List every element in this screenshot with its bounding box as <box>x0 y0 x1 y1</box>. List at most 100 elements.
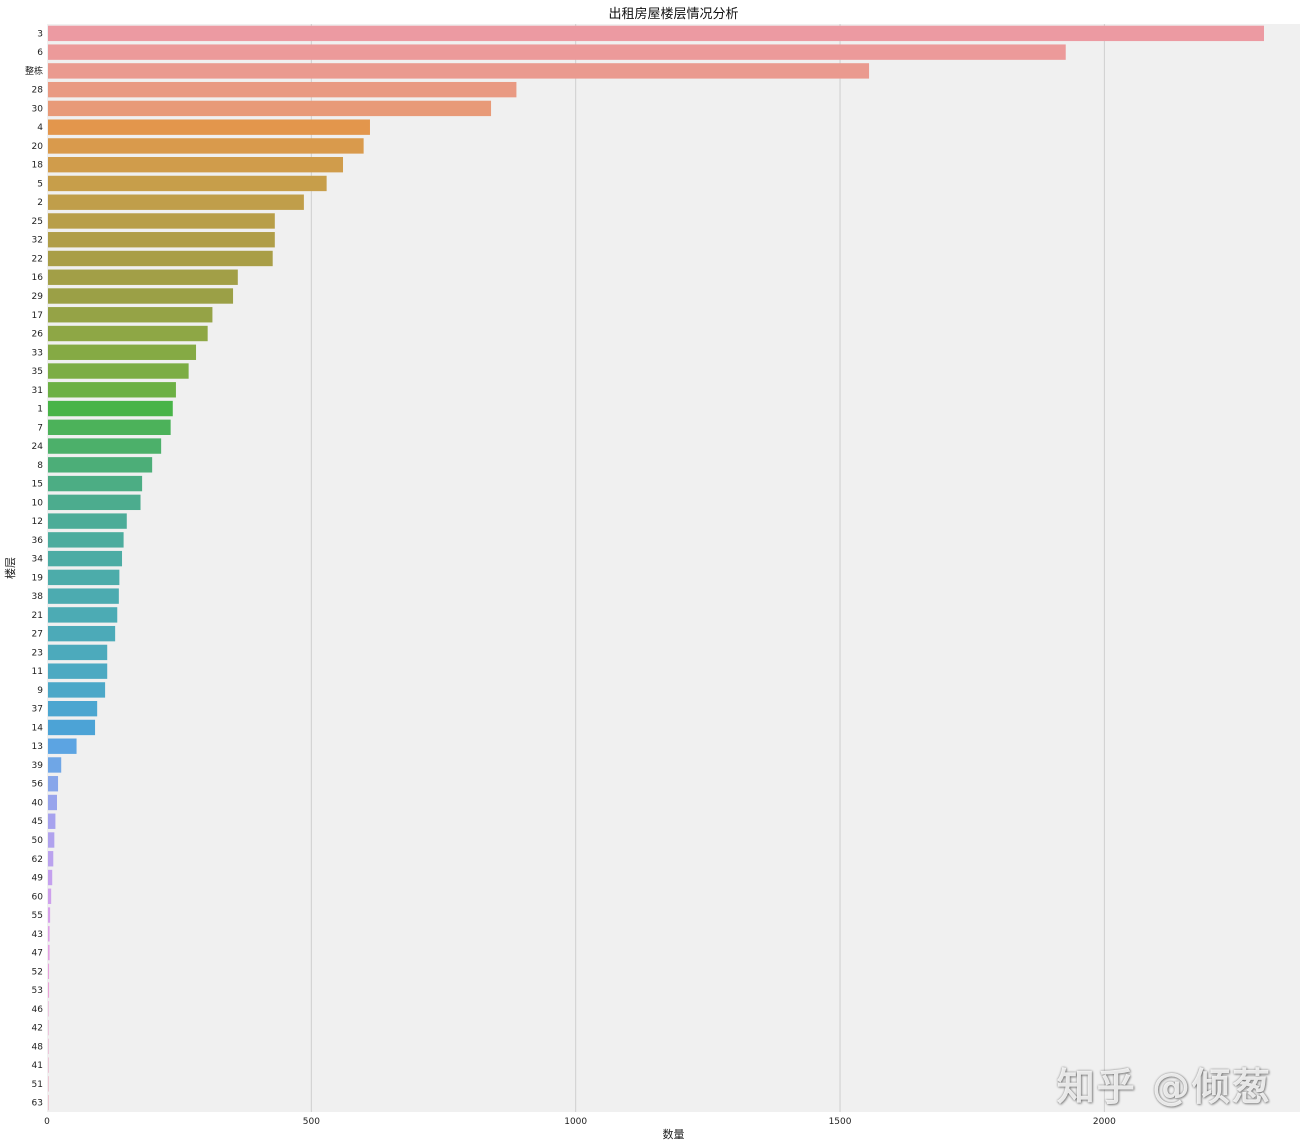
bar-5 <box>48 175 327 192</box>
x-tick-labels: 0 500 1000 1500 2000 <box>44 1117 1116 1127</box>
y-tick-label: 51 <box>32 1080 43 1090</box>
y-tick-label: 53 <box>32 986 43 996</box>
bar-63 <box>48 1094 49 1111</box>
bar-23 <box>48 644 108 661</box>
y-tick-label: 23 <box>32 648 43 658</box>
x-tick-label: 1000 <box>564 1117 587 1127</box>
y-tick-label: 40 <box>32 798 44 808</box>
y-axis-label: 楼层 <box>3 557 17 579</box>
y-tick-label: 52 <box>32 967 43 977</box>
x-tick-label: 1500 <box>829 1117 852 1127</box>
bar-47 <box>48 944 50 961</box>
y-tick-label: 17 <box>32 311 43 321</box>
y-tick-label: 27 <box>32 630 43 640</box>
bar-53 <box>48 982 50 998</box>
bar-32 <box>48 232 275 248</box>
y-tick-label: 47 <box>32 949 43 959</box>
y-tick-label: 34 <box>32 555 44 565</box>
y-tick-label: 28 <box>32 86 44 96</box>
y-tick-label: 4 <box>37 123 43 133</box>
bar-62 <box>48 851 54 867</box>
y-tick-label: 49 <box>32 874 44 884</box>
y-tick-label: 29 <box>32 292 44 302</box>
bar-9 <box>48 682 106 698</box>
bar-20 <box>48 138 364 154</box>
x-tick-label: 2000 <box>1093 1117 1116 1127</box>
bar-52 <box>48 963 50 980</box>
y-tick-label: 50 <box>32 836 44 846</box>
y-tick-label: 46 <box>32 1005 44 1015</box>
y-tick-label: 30 <box>32 104 44 114</box>
bar-24 <box>48 438 162 454</box>
y-tick-label: 3 <box>37 29 43 39</box>
bar-15 <box>48 475 143 492</box>
bar-17 <box>48 307 213 323</box>
y-tick-label: 19 <box>32 573 44 583</box>
bar-3 <box>48 25 1264 42</box>
y-tick-label: 14 <box>32 723 44 733</box>
bar-13 <box>48 738 77 754</box>
y-tick-label: 55 <box>32 911 43 921</box>
y-tick-label: 43 <box>32 930 43 940</box>
y-tick-label: 60 <box>32 892 44 902</box>
grid-lines <box>310 24 1105 1112</box>
bar-49 <box>48 869 53 886</box>
bar-30 <box>48 100 492 117</box>
bar-37 <box>48 700 98 717</box>
y-tick-label: 31 <box>32 386 43 396</box>
y-tick-label: 18 <box>32 161 44 171</box>
bar-41 <box>48 1057 49 1073</box>
bar-56 <box>48 776 59 792</box>
y-tick-label: 11 <box>32 667 43 677</box>
y-tick-label: 24 <box>32 442 44 452</box>
y-tick-label: 21 <box>32 611 43 621</box>
y-tick-label: 13 <box>32 742 43 752</box>
bar-55 <box>48 907 51 923</box>
bar-33 <box>48 344 197 360</box>
y-tick-label: 16 <box>32 273 44 283</box>
bar-4 <box>48 119 370 135</box>
bar-26 <box>48 325 208 342</box>
y-tick-labels: 36整栋283042018522532221629172633353117248… <box>25 29 43 1108</box>
bar-42 <box>48 1019 49 1036</box>
bar-29 <box>48 288 234 304</box>
bar-12 <box>48 513 127 529</box>
y-tick-label: 39 <box>32 761 44 771</box>
bar-35 <box>48 363 189 379</box>
y-tick-label: 62 <box>32 855 43 865</box>
y-tick-label: 15 <box>32 480 43 490</box>
y-tick-label: 45 <box>32 817 43 827</box>
bar-39 <box>48 757 62 773</box>
y-tick-label: 42 <box>32 1024 43 1034</box>
y-tick-label: 6 <box>37 48 43 58</box>
y-tick-label: 25 <box>32 217 43 227</box>
y-tick-label: 36 <box>32 536 44 546</box>
bar-21 <box>48 607 118 623</box>
y-tick-label: 7 <box>37 423 43 433</box>
y-tick-label: 10 <box>32 498 44 508</box>
y-tick-label: 33 <box>32 348 43 358</box>
y-tick-label: 37 <box>32 705 43 715</box>
bar-18 <box>48 156 344 173</box>
x-tick-label: 500 <box>303 1117 320 1127</box>
bar-46 <box>48 1001 49 1017</box>
bars <box>48 25 1264 1111</box>
bar-45 <box>48 813 56 829</box>
bar-整栋 <box>48 63 870 79</box>
bar-48 <box>48 1038 49 1055</box>
bar-10 <box>48 494 141 511</box>
y-tick-label: 20 <box>32 142 44 152</box>
y-tick-label: 48 <box>32 1042 44 1052</box>
y-tick-label: 8 <box>37 461 43 471</box>
y-tick-label: 2 <box>37 198 43 208</box>
y-tick-label: 5 <box>37 179 43 189</box>
bar-51 <box>48 1076 49 1092</box>
y-tick-label: 26 <box>32 330 44 340</box>
bar-43 <box>48 926 50 942</box>
bar-19 <box>48 569 120 586</box>
bar-11 <box>48 663 108 679</box>
bar-50 <box>48 832 55 848</box>
y-tick-label: 56 <box>32 780 44 790</box>
bar-25 <box>48 213 275 229</box>
bar-7 <box>48 419 171 436</box>
